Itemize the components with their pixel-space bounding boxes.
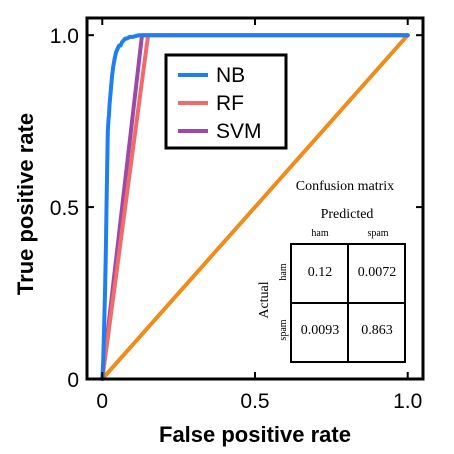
col-label-ham: ham — [311, 228, 328, 239]
predicted-label: Predicted — [321, 207, 374, 222]
confusion-matrix: Confusion matrix Predicted ham spam Actu… — [257, 179, 406, 363]
series-line-nb — [100, 33, 410, 381]
tick-labels: 0 0.5 1.0 0 0.5 1.0 — [50, 25, 423, 413]
y-axis-label: True positive rate — [13, 113, 38, 295]
row-label-spam: spam — [278, 319, 289, 340]
legend: NB RF SVM — [164, 53, 288, 150]
cell-spam-ham: 0.0093 — [301, 323, 340, 338]
y-tick-label: 0.5 — [50, 197, 79, 220]
cell-spam-spam: 0.863 — [361, 323, 393, 338]
legend-label-svm: SVM — [216, 120, 262, 143]
series-line-diagonal — [100, 33, 410, 381]
actual-label: Actual — [257, 281, 272, 318]
y-tick-label: 1.0 — [50, 25, 79, 48]
legend-label-rf: RF — [216, 92, 244, 115]
col-label-spam: spam — [367, 228, 388, 239]
x-axis-label: False positive rate — [159, 422, 351, 447]
x-tick-label: 0.5 — [240, 390, 269, 413]
x-tick-label: 1.0 — [393, 390, 422, 413]
cell-ham-spam: 0.0072 — [358, 265, 397, 280]
confusion-matrix-title: Confusion matrix — [296, 179, 394, 194]
row-label-ham: ham — [278, 263, 289, 280]
legend-label-nb: NB — [216, 64, 245, 87]
cell-ham-ham: 0.12 — [308, 265, 333, 280]
series-lines — [100, 33, 410, 381]
axis-ticks — [87, 18, 423, 380]
y-tick-label: 0 — [67, 369, 79, 392]
x-tick-label: 0 — [96, 390, 108, 413]
